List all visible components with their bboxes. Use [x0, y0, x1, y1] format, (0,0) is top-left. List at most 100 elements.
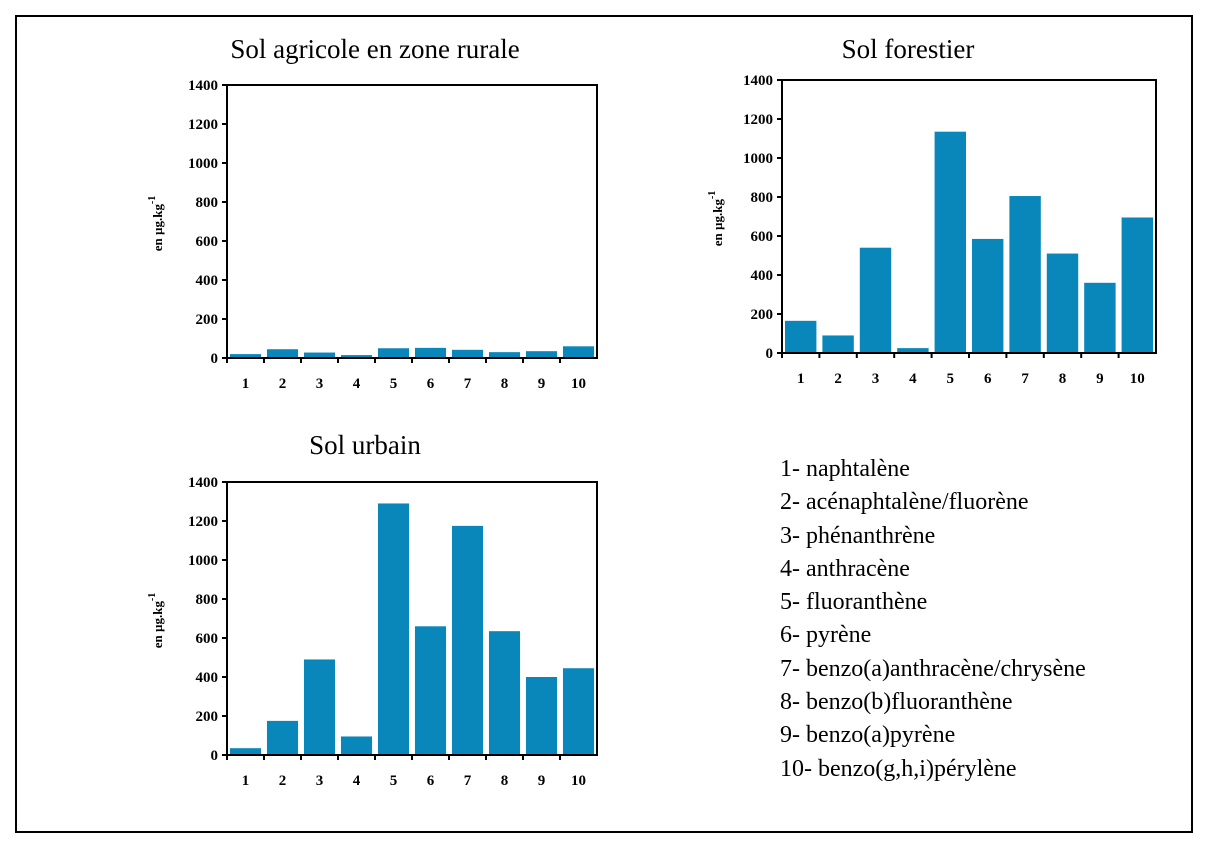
x-tick-label: 1 [242, 376, 250, 392]
x-tick-label: 4 [353, 376, 361, 392]
compound-legend: 1- naphtalène 2- acénaphtalène/fluorène 3-… [780, 453, 1086, 786]
x-tick-label: 9 [538, 773, 546, 789]
bar [377, 348, 410, 358]
x-tick-label: 9 [1096, 371, 1104, 387]
legend-item: 7- benzo(a)anthracène/chrysène [780, 655, 1086, 682]
bar [266, 349, 299, 358]
x-tick-label: 10 [1130, 371, 1145, 387]
x-tick-label: 6 [984, 371, 992, 387]
bar [451, 349, 484, 358]
y-tick-label: 200 [196, 312, 219, 328]
x-tick-label: 4 [909, 371, 917, 387]
y-axis-label: en µg.kg-1 [147, 593, 165, 649]
bar-chart-urban: 0 200 400 600 800 1000 1200 1400 1 2 3 4 5 6 7 8 9 10 en µ… [147, 475, 598, 789]
x-tick-label: 4 [353, 773, 361, 789]
legend-item: 10- benzo(g,h,i)pérylène [780, 755, 1017, 782]
x-tick-label: 8 [1059, 371, 1067, 387]
bar [822, 335, 854, 353]
bar [934, 131, 967, 353]
y-tick-label: 1000 [188, 156, 218, 172]
x-tick-label: 2 [279, 773, 287, 789]
bar [562, 346, 595, 358]
bar [525, 677, 558, 755]
x-tick-label: 9 [538, 376, 546, 392]
y-tick-label: 1000 [188, 553, 218, 569]
bar [488, 631, 521, 755]
legend-item: 6- pyrène [780, 622, 872, 649]
bar [1084, 282, 1116, 353]
bar [488, 352, 521, 358]
y-tick-label: 0 [766, 346, 774, 362]
bar [562, 668, 595, 755]
bar [971, 238, 1004, 353]
legend-item: 5- fluoranthène [780, 589, 928, 616]
bar [784, 320, 817, 353]
legend-item: 3- phénanthrène [780, 522, 936, 549]
y-tick-label: 600 [196, 631, 219, 647]
x-tick-label: 3 [316, 773, 324, 789]
bar [303, 352, 336, 358]
y-tick-label: 1200 [743, 112, 773, 128]
y-tick-label: 1400 [743, 73, 773, 89]
bar [1121, 217, 1154, 353]
x-tick-label: 2 [834, 371, 842, 387]
bar [1009, 196, 1041, 353]
x-tick-label: 3 [316, 376, 324, 392]
bar-chart-rural: 0 200 400 600 800 1000 1200 1400 1 2 3 4 5 6 7 8 9 10 en µ… [147, 78, 598, 392]
x-tick-label: 1 [797, 371, 805, 387]
y-tick-label: 1400 [188, 78, 218, 94]
y-tick-label: 1200 [188, 514, 218, 530]
x-tick-label: 3 [872, 371, 880, 387]
legend-item: 2- acénaphtalène/fluorène [780, 489, 1029, 516]
y-tick-label: 400 [196, 670, 219, 686]
y-tick-label: 600 [196, 234, 219, 250]
y-tick-label: 0 [211, 351, 219, 367]
chart-title-urban: Sol urbain [309, 430, 421, 460]
legend-item: 1- naphtalène [780, 456, 910, 482]
x-tick-label: 6 [427, 773, 435, 789]
y-tick-label: 1000 [743, 151, 773, 167]
bar [377, 503, 410, 755]
bar [859, 247, 892, 353]
legend-item: 9- benzo(a)pyrène [780, 722, 956, 749]
x-tick-label: 7 [464, 773, 472, 789]
y-axis-label: en µg.kg-1 [147, 196, 165, 252]
bar [229, 748, 262, 755]
x-tick-label: 8 [501, 376, 509, 392]
x-tick-label: 5 [390, 376, 398, 392]
x-tick-label: 6 [427, 376, 435, 392]
y-tick-label: 600 [751, 229, 774, 245]
bar [303, 659, 336, 755]
y-tick-label: 200 [196, 709, 219, 725]
bar [414, 626, 447, 755]
plot-frame [226, 84, 598, 359]
x-tick-label: 10 [571, 773, 586, 789]
x-tick-label: 8 [501, 773, 509, 789]
x-tick-label: 5 [390, 773, 398, 789]
bar [340, 355, 373, 358]
x-tick-label: 1 [242, 773, 250, 789]
x-tick-label: 10 [571, 376, 586, 392]
y-tick-label: 400 [196, 273, 219, 289]
figure-frame [15, 15, 1193, 833]
bar [451, 525, 484, 755]
bar [414, 347, 447, 358]
y-tick-label: 1200 [188, 117, 218, 133]
legend-item: 4- anthracène [780, 555, 910, 582]
bar [229, 354, 262, 358]
y-tick-label: 800 [196, 592, 219, 608]
x-tick-label: 7 [1021, 371, 1029, 387]
y-axis-label: en µg.kg-1 [707, 191, 725, 247]
y-tick-label: 0 [211, 748, 219, 764]
bar [340, 736, 373, 755]
chart-title-rural: Sol agricole en zone rurale [230, 34, 520, 64]
y-tick-label: 400 [751, 268, 774, 284]
bar [525, 351, 558, 358]
legend-item: 8- benzo(b)fluoranthène [780, 689, 1013, 716]
y-tick-label: 1400 [188, 475, 218, 491]
bar-chart-forest: 0 200 400 600 800 1000 1200 1400 1 2 3 4 5 6 7 8 9 10 en µ… [707, 73, 1157, 387]
y-tick-label: 800 [751, 190, 774, 206]
x-tick-label: 7 [464, 376, 472, 392]
x-tick-label: 5 [947, 371, 955, 387]
bar [266, 720, 299, 755]
